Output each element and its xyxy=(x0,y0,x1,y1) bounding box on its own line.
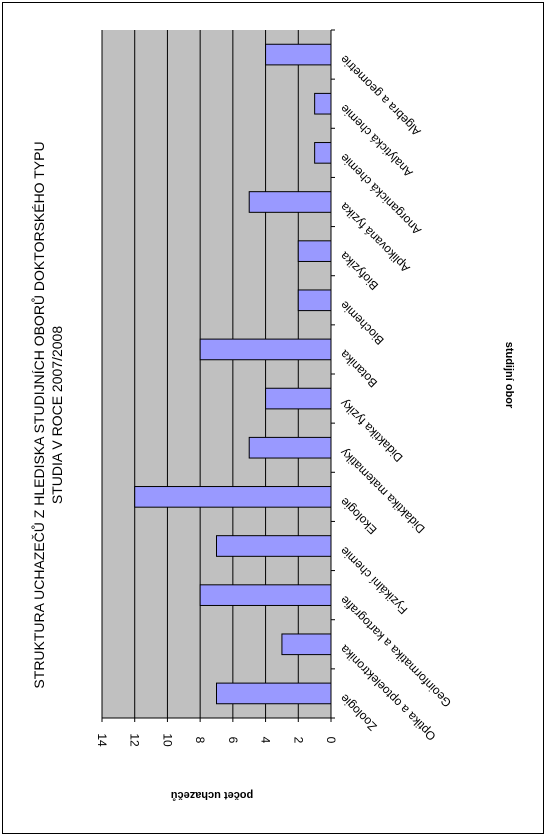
value-tick-label: 12 xyxy=(128,733,142,747)
value-tick-label: 0 xyxy=(324,737,338,744)
chart-title: STRUKTURA UCHAZEČŮ Z HLEDISKA STUDIJNÍCH… xyxy=(30,141,65,688)
value-axis-ticks: 0 2 4 6 8 10 12 14 xyxy=(95,718,338,747)
category-label: Anorganická chemie xyxy=(337,151,424,238)
category-label: Algebra a geometrie xyxy=(337,52,424,139)
bar xyxy=(216,535,332,557)
value-tick-label: 14 xyxy=(95,733,109,747)
bar xyxy=(199,338,332,361)
value-tick-label: 4 xyxy=(259,737,273,744)
value-tick-label: 6 xyxy=(226,737,240,744)
bar xyxy=(248,191,332,213)
value-tick-label: 2 xyxy=(291,737,305,744)
chart-title-line-1: STRUKTURA UCHAZEČŮ Z HLEDISKA STUDIJNÍCH… xyxy=(30,141,47,688)
bar xyxy=(265,43,332,66)
category-label: Biofyzika xyxy=(337,249,381,293)
bar xyxy=(248,436,332,459)
category-label: Botanika xyxy=(337,347,380,390)
chart-title-line-2: STUDIA V ROCE 2007/2008 xyxy=(49,326,65,504)
category-label: Zoologie xyxy=(337,691,380,734)
value-tick-label: 8 xyxy=(193,737,207,744)
bar xyxy=(199,584,332,606)
bar xyxy=(265,387,332,410)
bar xyxy=(314,92,332,115)
category-label: Didaktika matematiky xyxy=(337,446,428,537)
bar xyxy=(297,289,332,312)
bars xyxy=(134,43,332,705)
value-axis-title: počet uchazečů xyxy=(171,789,254,801)
category-label: Optika a optoelektronika xyxy=(337,642,439,744)
bar xyxy=(314,142,332,164)
category-label: Biochemie xyxy=(337,298,387,348)
bar xyxy=(216,682,332,705)
value-tick-label: 10 xyxy=(160,733,174,747)
category-axis-title: studijní obor xyxy=(503,342,515,409)
bar xyxy=(134,486,332,508)
axes xyxy=(102,29,335,719)
bar xyxy=(297,240,332,262)
plot-area xyxy=(102,30,331,718)
category-label: Ekologie xyxy=(337,495,380,538)
bar xyxy=(281,633,332,656)
